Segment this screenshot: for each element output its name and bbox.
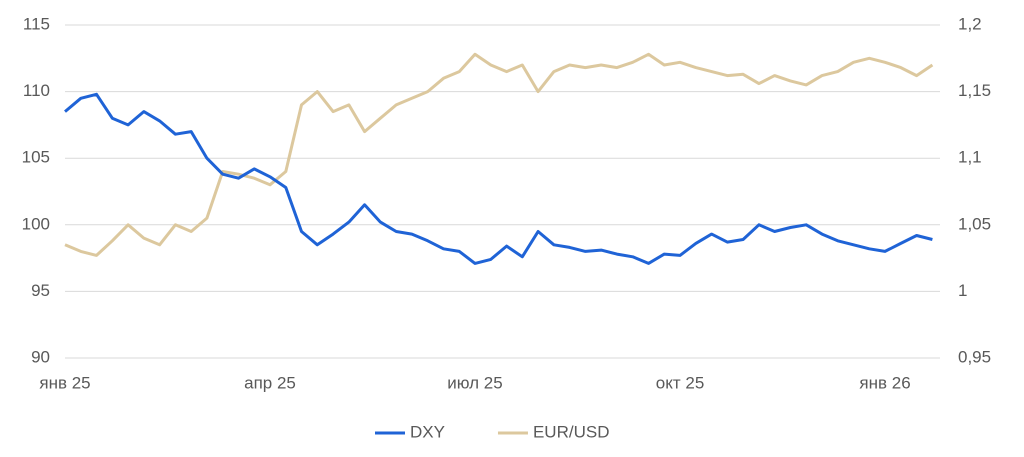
y2-tick-label: 1,05 — [958, 214, 991, 233]
series-line — [64, 52, 934, 257]
y-tick-label: 115 — [23, 14, 50, 33]
legend-label: DXY — [410, 422, 445, 441]
y2-tick-label: 1 — [958, 281, 967, 300]
y2-tick-label: 1,2 — [958, 14, 982, 33]
x-tick-label: июл 25 — [447, 373, 502, 392]
x-tick-label: апр 25 — [244, 373, 296, 392]
y-tick-label: 110 — [23, 81, 50, 100]
x-tick-label: янв 26 — [859, 373, 910, 392]
series-line — [64, 92, 933, 265]
legend-label: EUR/USD — [533, 422, 610, 441]
y-tick-label: 100 — [22, 214, 50, 233]
y-tick-label: 90 — [31, 347, 50, 366]
y2-tick-label: 1,1 — [958, 148, 982, 167]
y-tick-label: 95 — [31, 281, 50, 300]
y-tick-label: 105 — [22, 148, 50, 167]
x-tick-label: янв 25 — [39, 373, 90, 392]
y2-tick-label: 0,95 — [958, 347, 991, 366]
x-tick-label: окт 25 — [656, 373, 705, 392]
y2-tick-label: 1,15 — [958, 81, 991, 100]
